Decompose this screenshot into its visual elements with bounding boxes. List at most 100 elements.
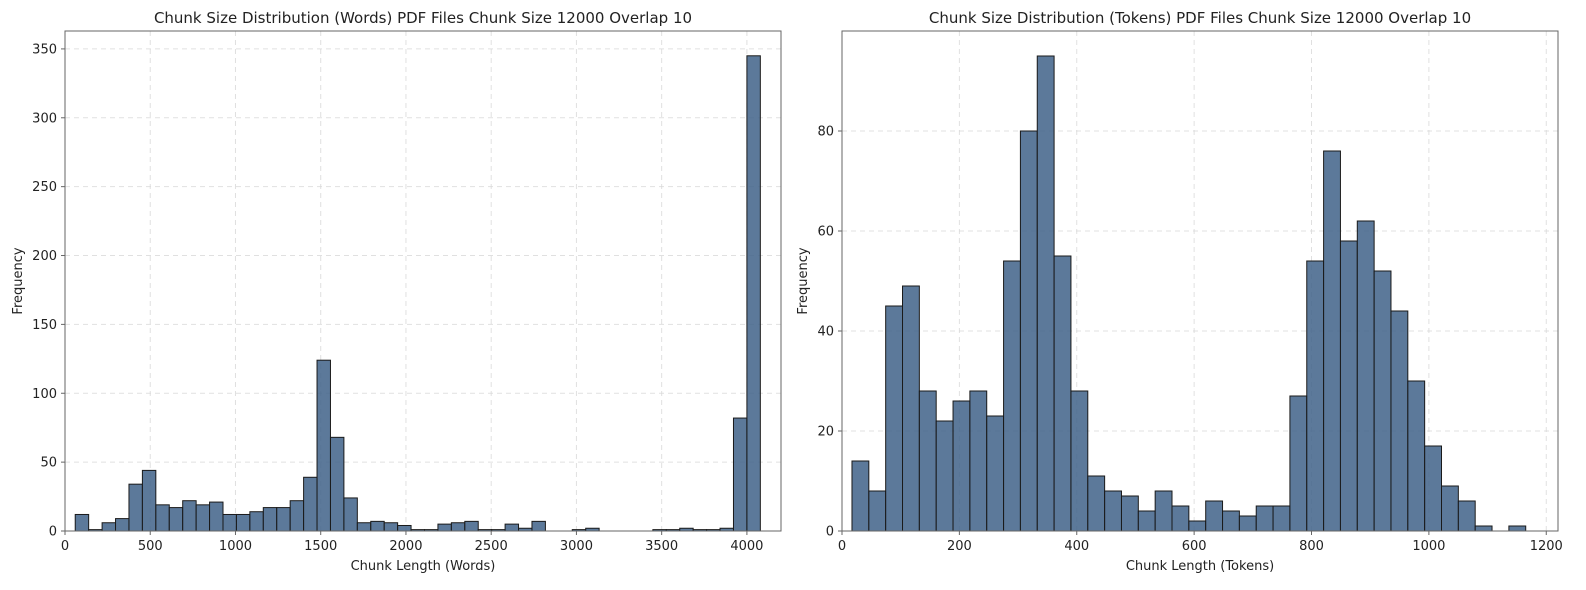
chart-words-bar	[276, 507, 291, 532]
chart-words-x-ticks: 0 500 1000 1500 2000 2500 3000 3500 4000	[61, 531, 763, 554]
chart-tokens-x-tick-label: 400	[1064, 539, 1089, 554]
chart-words-x-label: Chunk Length (Words)	[351, 559, 496, 574]
chart-words-y-tick-label: 100	[32, 387, 57, 402]
chart-tokens-bar	[1087, 475, 1106, 532]
chart-tokens-bar	[1255, 505, 1274, 532]
chart-words-bar	[115, 518, 130, 532]
chart-tokens-bar	[1137, 510, 1156, 532]
chart-words-x-tick-label: 500	[138, 539, 163, 554]
chart-words-y-ticks: 0 50 100 150 200 250 300 350	[32, 42, 65, 540]
chart-tokens-bar	[868, 490, 887, 532]
chart-words-bar	[195, 504, 211, 532]
chart-tokens-bar	[1003, 260, 1021, 532]
chart-tokens-title: Chunk Size Distribution (Tokens) PDF Fil…	[929, 9, 1471, 27]
chart-tokens-bar	[1306, 260, 1325, 532]
chart-tokens-bar	[1373, 270, 1392, 532]
chart-tokens-y-label: Frequency	[796, 247, 811, 314]
chart-tokens: Chunk Size Distribution (Tokens) PDF Fil…	[796, 9, 1563, 574]
chart-words-bar	[155, 504, 170, 532]
chart-words-y-tick-label: 300	[32, 111, 57, 126]
chart-tokens-bar	[1070, 390, 1089, 532]
chart-tokens-x-tick-label: 1000	[1412, 539, 1445, 554]
chart-words-y-tick-label: 250	[32, 180, 57, 195]
chart-words-x-tick-label: 3500	[645, 539, 678, 554]
chart-tokens-bar	[1154, 490, 1173, 532]
chart-tokens-bar	[1188, 520, 1207, 532]
chart-tokens-bar	[952, 400, 971, 532]
chart-words-bar	[732, 417, 748, 532]
chart-tokens-bar	[1441, 485, 1459, 532]
chart-tokens-bar	[1390, 310, 1409, 532]
chart-words-bar	[343, 497, 358, 532]
chart-tokens-bar	[935, 420, 954, 532]
chart-words-bar	[182, 500, 197, 532]
chart-words-bar	[289, 500, 305, 532]
chart-words-bar	[262, 507, 278, 532]
chart-words-bar	[450, 522, 466, 532]
chart-words-bar	[222, 513, 237, 532]
chart-tokens-bar	[1104, 490, 1122, 532]
chart-words-x-tick-label: 3000	[560, 539, 593, 554]
chart-tokens-x-tick-label: 600	[1182, 539, 1207, 554]
chart-tokens-bar	[851, 460, 870, 532]
chart-tokens-y-ticks: 0 20 40 60 80	[817, 125, 842, 540]
chart-tokens-bars	[851, 55, 1527, 532]
chart-tokens-bar	[1019, 130, 1038, 532]
chart-words-y-tick-label: 0	[49, 525, 57, 540]
chart-tokens-bar	[986, 415, 1005, 532]
chart-words-frame	[64, 30, 782, 532]
chart-tokens-bar	[1323, 150, 1341, 532]
chart-words-bar	[746, 55, 761, 532]
chart-words-bar	[141, 469, 157, 532]
chart-words: Chunk Size Distribution (Words) PDF File…	[11, 9, 782, 574]
chart-words-bar	[464, 520, 479, 532]
chart-tokens-y-tick-label: 40	[817, 325, 834, 340]
chart-words-x-tick-label: 4000	[730, 539, 763, 554]
chart-words-bar	[303, 476, 318, 532]
chart-words-bar	[235, 513, 251, 532]
chart-tokens-bar	[1205, 500, 1224, 532]
chart-words-bar	[397, 524, 412, 532]
chart-tokens-x-tick-label: 0	[838, 539, 846, 554]
chart-tokens-x-ticks: 0 200 400 600 800 1000 1200	[838, 531, 1563, 554]
chart-tokens-bar	[902, 285, 920, 532]
chart-tokens-bar	[1407, 380, 1426, 532]
chart-tokens-bar	[1457, 500, 1476, 532]
chart-words-bar	[329, 436, 345, 532]
chart-tokens-bar	[885, 305, 904, 532]
chart-words-bar	[128, 483, 143, 532]
chart-words-y-tick-label: 150	[32, 318, 57, 333]
chart-words-bars	[74, 55, 761, 532]
chart-words-x-tick-label: 0	[61, 539, 69, 554]
chart-words-bar	[437, 523, 452, 532]
chart-tokens-bar	[1424, 445, 1443, 532]
chart-words-x-tick-label: 2500	[475, 539, 508, 554]
chart-words-bar	[504, 523, 520, 532]
chart-tokens-x-tick-label: 800	[1299, 539, 1324, 554]
chart-tokens-bar	[1272, 505, 1291, 532]
chart-words-bar	[356, 522, 372, 532]
chart-words-y-tick-label: 350	[32, 42, 57, 57]
chart-tokens-bar	[1053, 255, 1072, 532]
chart-words-title: Chunk Size Distribution (Words) PDF File…	[154, 9, 692, 27]
chart-words-bar	[316, 359, 331, 532]
chart-tokens-bar	[1508, 525, 1527, 532]
chart-words-x-tick-label: 1000	[219, 539, 252, 554]
chart-tokens-x-label: Chunk Length (Tokens)	[1126, 559, 1274, 574]
chart-words-bar	[383, 522, 399, 532]
chart-tokens-bar	[1238, 515, 1257, 532]
chart-tokens-bar	[918, 390, 937, 532]
chart-tokens-x-tick-label: 1200	[1530, 539, 1563, 554]
chart-tokens-bar	[1120, 495, 1139, 532]
chart-tokens-bar	[1474, 525, 1493, 532]
chart-words-y-label: Frequency	[11, 247, 26, 314]
chart-tokens-bar	[1289, 395, 1308, 532]
chart-words-bar	[74, 513, 90, 532]
chart-words-bar	[249, 511, 264, 532]
chart-tokens-bar	[1222, 510, 1240, 532]
chart-words-bar	[370, 520, 385, 532]
chart-words-x-tick-label: 2000	[389, 539, 422, 554]
chart-tokens-y-tick-label: 0	[826, 525, 834, 540]
chart-tokens-y-tick-label: 80	[817, 125, 834, 140]
